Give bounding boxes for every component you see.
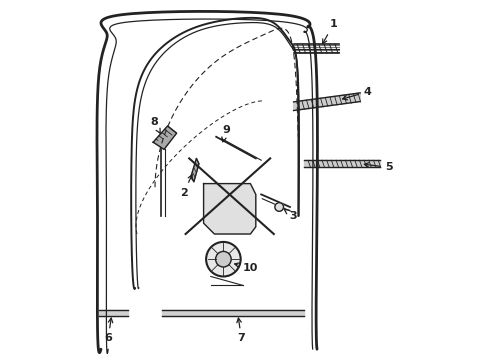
Text: 5: 5 xyxy=(365,162,393,172)
Polygon shape xyxy=(153,126,176,149)
Polygon shape xyxy=(204,184,256,234)
Text: 10: 10 xyxy=(235,263,258,273)
Circle shape xyxy=(216,251,231,267)
Text: 2: 2 xyxy=(180,175,192,198)
Text: 4: 4 xyxy=(343,87,371,100)
Circle shape xyxy=(206,242,241,276)
Polygon shape xyxy=(191,158,199,182)
Text: 9: 9 xyxy=(222,125,230,142)
Polygon shape xyxy=(304,160,380,167)
Circle shape xyxy=(275,203,284,211)
Text: 6: 6 xyxy=(104,318,113,343)
Text: 8: 8 xyxy=(150,117,160,133)
Polygon shape xyxy=(294,93,360,111)
Text: 1: 1 xyxy=(322,19,337,44)
Polygon shape xyxy=(99,310,128,316)
Text: 7: 7 xyxy=(237,318,245,343)
Polygon shape xyxy=(162,310,304,316)
Text: 3: 3 xyxy=(284,209,297,221)
